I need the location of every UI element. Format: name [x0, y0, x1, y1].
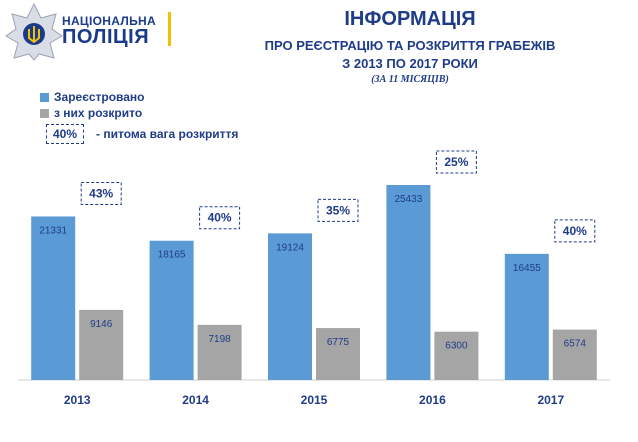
- bar-label-solved: 6300: [445, 341, 468, 352]
- legend-label-registered: Зареєстровано: [54, 90, 145, 104]
- solve-rate-box: [199, 206, 241, 230]
- bar-solved: [434, 331, 479, 380]
- bar-solved: [552, 329, 597, 380]
- x-tick-label: 2013: [64, 393, 91, 407]
- legend-label-solved: з них розкрито: [54, 106, 143, 120]
- bar-registered: [31, 216, 76, 380]
- solve-rate-box: [317, 198, 359, 222]
- bar-label-solved: 6574: [564, 339, 587, 350]
- police-emblem-icon: [5, 2, 63, 61]
- legend-solved: з них розкрито: [40, 106, 142, 120]
- solve-rate-box: [435, 150, 477, 174]
- bar-label-registered: 21331: [39, 225, 67, 236]
- bar-label-registered: 25433: [394, 194, 422, 205]
- bar-label-solved: 7198: [208, 334, 231, 345]
- legend-ratio-text: - питома вага розкриття: [96, 127, 239, 141]
- solve-rate-label: 35%: [326, 203, 350, 217]
- legend-swatch-solved: [40, 108, 49, 118]
- solve-rate-label: 43%: [89, 186, 113, 200]
- bar-registered: [386, 185, 431, 380]
- subtitle-line-1: ПРО РЕЄСТРАЦІЮ ТА РОЗКРИТТЯ ГРАБЕЖІВ: [264, 38, 556, 53]
- legend-swatch-registered: [40, 92, 49, 102]
- x-tick-label: 2014: [182, 393, 209, 407]
- bar-label-registered: 16455: [513, 263, 541, 274]
- subtitle-line-2: З 2013 ПО 2017 РОКИ: [342, 56, 478, 71]
- bar-registered: [268, 233, 312, 380]
- bar-solved: [316, 328, 360, 380]
- x-tick-label: 2016: [419, 393, 446, 407]
- solve-rate-label: 40%: [208, 211, 232, 225]
- solve-rate-label: 40%: [563, 224, 587, 238]
- logo-line-1: НАЦІОНАЛЬНА: [62, 14, 156, 28]
- bar-solved: [79, 309, 124, 380]
- legend-ratio-box: 40%: [46, 124, 85, 144]
- bar-solved: [197, 324, 242, 380]
- bar-label-registered: 18165: [158, 250, 186, 261]
- x-tick-label: 2015: [301, 393, 328, 407]
- solve-rate-label: 25%: [444, 155, 468, 169]
- bar-label-solved: 9146: [90, 319, 113, 330]
- solve-rate-box: [80, 181, 122, 205]
- bar-label-registered: 19124: [276, 242, 304, 253]
- x-tick-label: 2017: [537, 393, 564, 407]
- bar-label-solved: 6775: [327, 337, 350, 348]
- bar-registered: [504, 253, 549, 380]
- police-logo: НАЦІОНАЛЬНА ПОЛІЦІЯ: [0, 0, 175, 61]
- logo-line-2: ПОЛІЦІЯ: [62, 26, 150, 48]
- page-title: ІНФОРМАЦІЯ: [344, 8, 476, 30]
- subtitle-line-3: (ЗА 11 МІСЯЦІВ): [371, 74, 449, 85]
- bar-registered: [149, 240, 194, 380]
- legend-ratio: 40% - питома вага розкриття: [46, 124, 238, 144]
- solve-rate-box: [554, 219, 596, 243]
- legend-registered: Зареєстровано: [40, 90, 145, 104]
- logo-accent-bar: [168, 12, 171, 46]
